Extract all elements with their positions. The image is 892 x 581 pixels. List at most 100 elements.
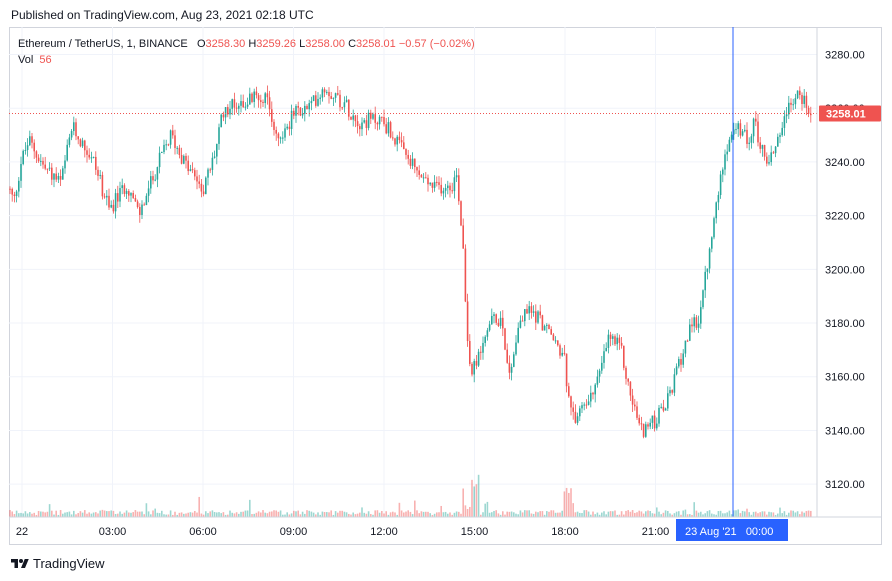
- candle-body: [528, 306, 530, 314]
- candle-body: [724, 154, 726, 170]
- candle-body: [70, 131, 73, 138]
- candle-body: [277, 133, 280, 139]
- candle-body: [772, 152, 775, 154]
- candle-body: [475, 361, 478, 366]
- candle-body: [35, 151, 38, 158]
- candle-body: [678, 359, 680, 367]
- candle-body: [647, 424, 649, 427]
- legend-high-label: H: [248, 38, 257, 50]
- volume-bar: [748, 512, 750, 517]
- candle-body: [739, 123, 742, 136]
- volume-bar: [211, 510, 214, 517]
- candle-body: [788, 102, 790, 115]
- volume-bar: [480, 514, 482, 517]
- candle-body: [768, 162, 770, 164]
- candle-body: [290, 110, 293, 129]
- candle-body: [733, 129, 735, 135]
- candle-body: [480, 351, 482, 353]
- volume-bar: [425, 511, 427, 517]
- volume-bar: [35, 514, 38, 517]
- candle-body: [86, 150, 88, 155]
- volume-bar: [708, 510, 711, 517]
- candle-body: [253, 91, 255, 102]
- candle-body: [352, 115, 354, 120]
- candle-body: [583, 404, 585, 406]
- volume-bar: [306, 510, 308, 517]
- volume-bar: [176, 514, 178, 517]
- price-chart[interactable]: 3280.003260.003240.003220.003200.003180.…: [9, 27, 882, 545]
- candle-body: [550, 329, 552, 335]
- candle-body: [493, 314, 495, 316]
- volume-bar: [114, 513, 117, 517]
- volume-bar: [629, 511, 632, 517]
- candle-body: [73, 122, 75, 132]
- volume-bar: [249, 499, 251, 517]
- candle-body: [689, 324, 691, 341]
- volume-bar: [231, 512, 233, 517]
- candle-body: [339, 94, 341, 108]
- candle-body: [629, 381, 632, 396]
- candle-body: [543, 325, 546, 331]
- volume-bar: [697, 512, 700, 517]
- candle-body: [594, 384, 596, 395]
- candle-body: [229, 108, 231, 115]
- candle-body: [499, 317, 502, 326]
- candle-body: [752, 118, 755, 137]
- candle-body: [15, 191, 18, 197]
- volume-bar: [466, 509, 469, 517]
- volume-bar: [403, 512, 405, 517]
- chart-grid: [9, 27, 817, 517]
- volume-bar: [323, 512, 326, 517]
- footer-brand[interactable]: TradingView: [11, 556, 105, 571]
- volume-bar: [400, 510, 403, 517]
- volume-bar: [405, 511, 407, 517]
- volume-bar: [145, 503, 148, 517]
- volume-bar: [361, 507, 363, 517]
- volume-bar: [691, 514, 693, 517]
- price-tick-label: 3280.00: [825, 49, 865, 61]
- candle-body: [268, 97, 271, 110]
- candle-body: [574, 411, 577, 423]
- candle-body: [220, 114, 222, 128]
- volume-bar: [614, 510, 616, 517]
- candle-body: [99, 174, 101, 176]
- volume-bar: [53, 514, 55, 517]
- candle-body: [539, 311, 541, 316]
- volume-bar: [271, 511, 273, 517]
- volume-bar: [726, 512, 728, 517]
- volume-bar: [119, 511, 121, 517]
- candle-body: [354, 115, 357, 122]
- candle-body: [180, 154, 183, 164]
- volume-bar: [429, 513, 431, 517]
- volume-bar: [517, 514, 519, 517]
- volume-bar: [343, 511, 346, 517]
- legend-close-label: C: [348, 38, 357, 50]
- volume-bar: [543, 514, 546, 517]
- volume-bar: [95, 512, 97, 517]
- volume-bar: [117, 513, 119, 517]
- volume-bar: [805, 511, 808, 517]
- volume-bar: [68, 511, 71, 517]
- candle-body: [671, 390, 673, 393]
- volume-bar: [510, 511, 513, 517]
- candle-body: [308, 103, 310, 110]
- candle-body: [205, 177, 207, 195]
- candle-body: [178, 147, 181, 155]
- candle-body: [282, 137, 284, 139]
- candle-body: [11, 188, 13, 195]
- volume-bar: [587, 511, 590, 517]
- candle-body: [224, 107, 227, 118]
- volume-bar: [59, 510, 62, 517]
- candle-body: [444, 188, 447, 191]
- candle-body: [44, 164, 46, 169]
- volume-bar: [658, 511, 660, 517]
- volume-bar: [48, 504, 51, 517]
- candle-body: [515, 342, 517, 355]
- volume-bar: [482, 512, 484, 517]
- candle-body: [755, 118, 757, 122]
- candle-body: [207, 169, 209, 178]
- candle-body: [741, 131, 744, 136]
- volume-bar: [383, 513, 385, 517]
- candle-body: [317, 98, 319, 106]
- volume-bar: [427, 511, 429, 517]
